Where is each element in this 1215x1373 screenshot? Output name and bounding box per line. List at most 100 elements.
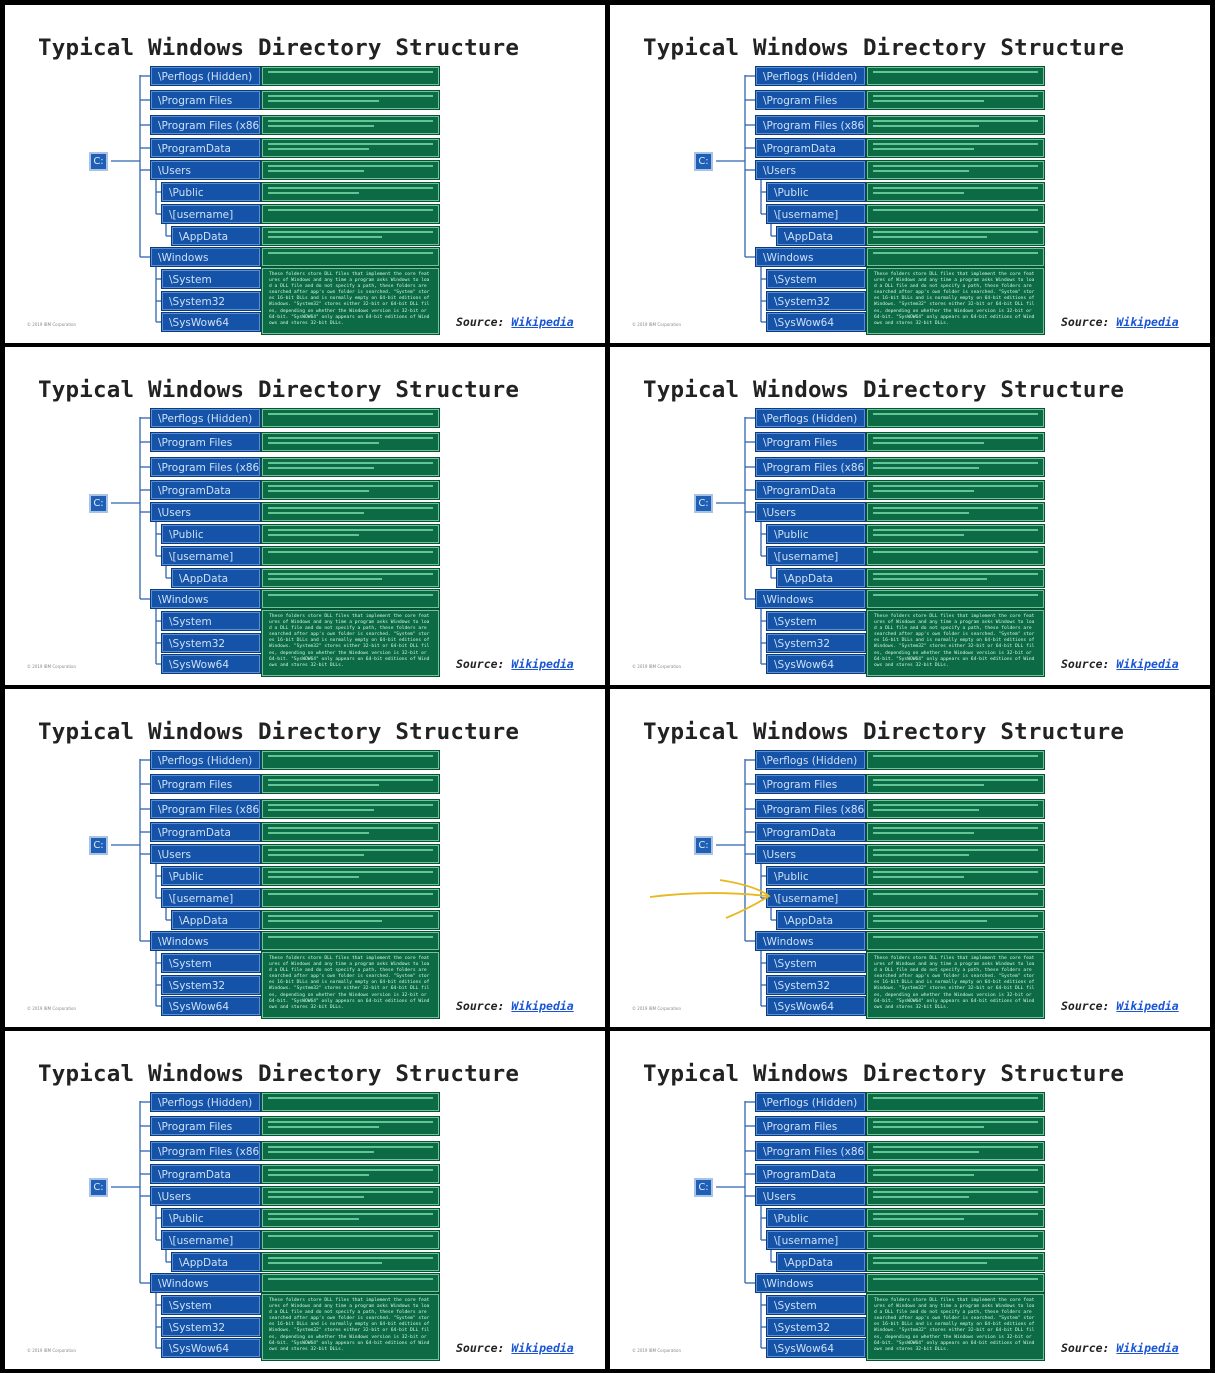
folder-node[interactable]: \Windows: [151, 932, 260, 950]
folder-node[interactable]: \System32: [162, 292, 260, 310]
folder-node[interactable]: \Program Files: [151, 91, 260, 109]
folder-node[interactable]: \System: [767, 954, 865, 972]
folder-node[interactable]: \System32: [162, 1318, 260, 1336]
folder-node[interactable]: \AppData: [172, 1253, 260, 1271]
folder-node[interactable]: \Windows: [756, 932, 865, 950]
folder-node[interactable]: \System: [162, 612, 260, 630]
folder-node[interactable]: \Windows: [151, 590, 260, 608]
folder-node[interactable]: \ProgramData: [756, 481, 865, 499]
folder-node[interactable]: \Program Files: [756, 91, 865, 109]
folder-node[interactable]: \Program Files: [756, 1117, 865, 1135]
folder-node[interactable]: \Program Files: [151, 1117, 260, 1135]
folder-node[interactable]: \Public: [162, 525, 260, 543]
folder-node[interactable]: \Program Files (x86): [151, 458, 260, 476]
folder-node[interactable]: \Windows: [756, 248, 865, 266]
folder-node[interactable]: \Perflogs (Hidden): [151, 751, 260, 769]
folder-node[interactable]: \Users: [756, 503, 865, 521]
folder-node[interactable]: \SysWow64: [162, 655, 260, 673]
source-link[interactable]: Wikipedia: [1116, 315, 1179, 329]
folder-node[interactable]: \Users: [151, 503, 260, 521]
drive-c-node[interactable]: C:: [694, 152, 713, 171]
folder-node[interactable]: \AppData: [172, 911, 260, 929]
folder-node[interactable]: \Program Files (x86): [756, 800, 865, 818]
drive-c-node[interactable]: C:: [89, 836, 108, 855]
folder-node[interactable]: \Program Files (x86): [756, 1142, 865, 1160]
folder-node[interactable]: \Users: [151, 161, 260, 179]
folder-node[interactable]: \Public: [162, 1209, 260, 1227]
folder-node[interactable]: \Program Files (x86): [756, 116, 865, 134]
folder-node[interactable]: \Windows: [756, 1274, 865, 1292]
folder-node[interactable]: \[username]: [162, 205, 260, 223]
folder-node[interactable]: \SysWow64: [162, 997, 260, 1015]
folder-node[interactable]: \System32: [767, 292, 865, 310]
folder-node[interactable]: \System32: [767, 634, 865, 652]
folder-node[interactable]: \Program Files (x86): [756, 458, 865, 476]
folder-node[interactable]: \Windows: [151, 1274, 260, 1292]
drive-c-node[interactable]: C:: [694, 836, 713, 855]
folder-node[interactable]: \AppData: [172, 227, 260, 245]
folder-node[interactable]: \System: [767, 270, 865, 288]
folder-node[interactable]: \Public: [767, 183, 865, 201]
folder-node[interactable]: \ProgramData: [151, 823, 260, 841]
folder-node[interactable]: \Windows: [151, 248, 260, 266]
folder-node[interactable]: \Perflogs (Hidden): [756, 67, 865, 85]
folder-node[interactable]: \SysWow64: [162, 1339, 260, 1357]
folder-node[interactable]: \System32: [162, 634, 260, 652]
folder-node[interactable]: \Perflogs (Hidden): [756, 409, 865, 427]
folder-node[interactable]: \[username]: [162, 547, 260, 565]
source-link[interactable]: Wikipedia: [1116, 657, 1179, 671]
drive-c-node[interactable]: C:: [89, 1178, 108, 1197]
folder-node[interactable]: \System: [767, 612, 865, 630]
folder-node[interactable]: \Public: [767, 867, 865, 885]
folder-node[interactable]: \System32: [162, 976, 260, 994]
folder-node[interactable]: \AppData: [777, 227, 865, 245]
source-link[interactable]: Wikipedia: [1116, 999, 1179, 1013]
drive-c-node[interactable]: C:: [89, 152, 108, 171]
folder-node[interactable]: \SysWow64: [767, 655, 865, 673]
folder-node[interactable]: \SysWow64: [767, 997, 865, 1015]
folder-node[interactable]: \Public: [162, 183, 260, 201]
folder-node[interactable]: \[username]: [162, 1231, 260, 1249]
folder-node[interactable]: \ProgramData: [756, 139, 865, 157]
folder-node[interactable]: \[username]: [162, 889, 260, 907]
folder-node[interactable]: \SysWow64: [767, 1339, 865, 1357]
folder-node[interactable]: \ProgramData: [151, 1165, 260, 1183]
folder-node[interactable]: \Users: [756, 1187, 865, 1205]
source-link[interactable]: Wikipedia: [1116, 1341, 1179, 1355]
folder-node[interactable]: \Program Files: [756, 775, 865, 793]
folder-node[interactable]: \[username]: [767, 205, 865, 223]
folder-node[interactable]: \Users: [756, 161, 865, 179]
folder-node[interactable]: \Windows: [756, 590, 865, 608]
folder-node[interactable]: \Public: [162, 867, 260, 885]
folder-node[interactable]: \ProgramData: [151, 139, 260, 157]
folder-node[interactable]: \SysWow64: [162, 313, 260, 331]
folder-node[interactable]: \Program Files (x86): [151, 800, 260, 818]
folder-node[interactable]: \Public: [767, 525, 865, 543]
folder-node[interactable]: \Users: [756, 845, 865, 863]
drive-c-node[interactable]: C:: [89, 494, 108, 513]
folder-node[interactable]: \Perflogs (Hidden): [756, 1093, 865, 1111]
source-link[interactable]: Wikipedia: [511, 657, 574, 671]
folder-node[interactable]: \Program Files: [151, 775, 260, 793]
folder-node[interactable]: \System: [162, 954, 260, 972]
folder-node[interactable]: \Program Files: [151, 433, 260, 451]
folder-node[interactable]: \[username]: [767, 889, 865, 907]
source-link[interactable]: Wikipedia: [511, 1341, 574, 1355]
drive-c-node[interactable]: C:: [694, 1178, 713, 1197]
folder-node[interactable]: \ProgramData: [756, 1165, 865, 1183]
folder-node[interactable]: \SysWow64: [767, 313, 865, 331]
folder-node[interactable]: \ProgramData: [151, 481, 260, 499]
folder-node[interactable]: \[username]: [767, 547, 865, 565]
source-link[interactable]: Wikipedia: [511, 999, 574, 1013]
folder-node[interactable]: \Perflogs (Hidden): [151, 409, 260, 427]
folder-node[interactable]: \AppData: [777, 1253, 865, 1271]
folder-node[interactable]: \Users: [151, 845, 260, 863]
folder-node[interactable]: \Program Files: [756, 433, 865, 451]
source-link[interactable]: Wikipedia: [511, 315, 574, 329]
folder-node[interactable]: \Perflogs (Hidden): [756, 751, 865, 769]
folder-node[interactable]: \AppData: [777, 569, 865, 587]
folder-node[interactable]: \AppData: [777, 911, 865, 929]
folder-node[interactable]: \Public: [767, 1209, 865, 1227]
folder-node[interactable]: \System: [162, 1296, 260, 1314]
folder-node[interactable]: \Program Files (x86): [151, 1142, 260, 1160]
